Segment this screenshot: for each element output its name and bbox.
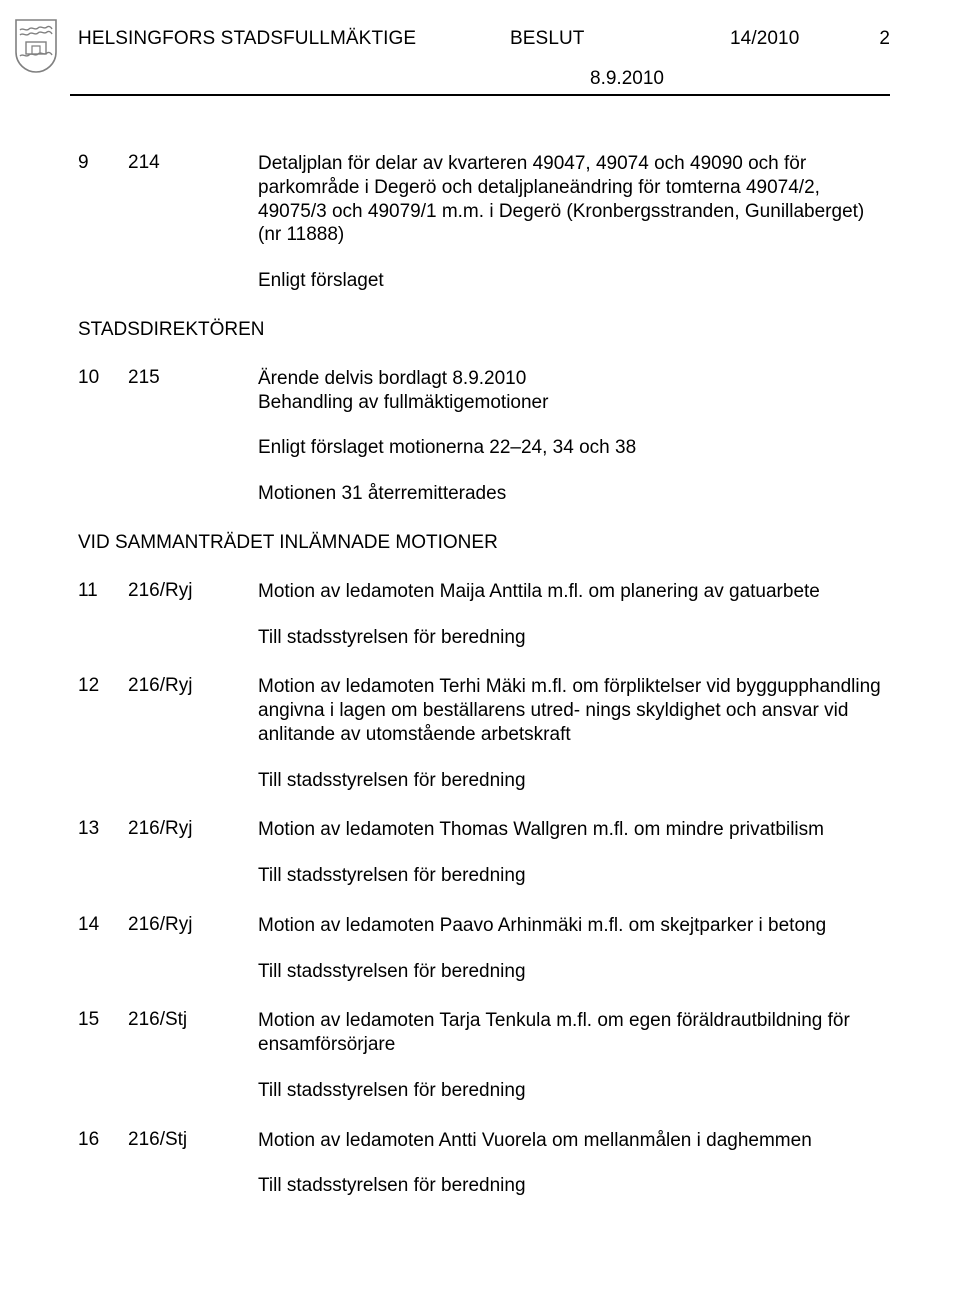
header-docnum: 14/2010	[730, 28, 860, 50]
header-doctype: BESLUT	[510, 28, 730, 50]
item-index: 12	[78, 675, 128, 697]
item-note: Till stadsstyrelsen för beredning	[258, 626, 890, 650]
item-index: 10	[78, 367, 128, 389]
item-note: Motionen 31 återremitterades	[258, 482, 890, 506]
item-note: Enligt förslaget motionerna 22–24, 34 oc…	[258, 436, 890, 460]
agenda-item: 10 215 Ärende delvis bordlagt 8.9.2010 B…	[78, 367, 890, 506]
agenda-item: 11 216/Ryj Motion av ledamoten Maija Ant…	[78, 580, 890, 650]
item-index: 14	[78, 914, 128, 936]
item-code: 216/Stj	[128, 1129, 258, 1151]
item-note: Till stadsstyrelsen för beredning	[258, 864, 890, 888]
item-code: 216/Ryj	[128, 580, 258, 602]
item-index: 15	[78, 1009, 128, 1031]
section-heading: STADSDIREKTÖREN	[78, 319, 890, 341]
item-body: Ärende delvis bordlagt 8.9.2010 Behandli…	[258, 367, 890, 415]
item-body: Motion av ledamoten Paavo Arhinmäki m.fl…	[258, 914, 890, 938]
header-date: 8.9.2010	[70, 50, 890, 90]
item-code: 214	[128, 152, 258, 174]
item-index: 11	[78, 580, 128, 602]
item-note: Till stadsstyrelsen för beredning	[258, 769, 890, 793]
content: 9 214 Detaljplan för delar av kvarteren …	[70, 96, 890, 1198]
item-note: Till stadsstyrelsen för beredning	[258, 960, 890, 984]
item-note: Enligt förslaget	[258, 269, 890, 293]
header-row: HELSINGFORS STADSFULLMÄKTIGE BESLUT 14/2…	[70, 28, 890, 50]
agenda-item: 12 216/Ryj Motion av ledamoten Terhi Mäk…	[78, 675, 890, 792]
item-body: Motion av ledamoten Tarja Tenkula m.fl. …	[258, 1009, 890, 1057]
header-pagenum: 2	[860, 28, 890, 50]
item-body: Motion av ledamoten Terhi Mäki m.fl. om …	[258, 675, 890, 746]
item-body: Motion av ledamoten Maija Anttila m.fl. …	[258, 580, 890, 604]
header-org: HELSINGFORS STADSFULLMÄKTIGE	[78, 28, 510, 50]
agenda-item: 9 214 Detaljplan för delar av kvarteren …	[78, 152, 890, 293]
item-note: Till stadsstyrelsen för beredning	[258, 1174, 890, 1198]
agenda-item: 15 216/Stj Motion av ledamoten Tarja Ten…	[78, 1009, 890, 1102]
item-index: 13	[78, 818, 128, 840]
item-code: 215	[128, 367, 258, 389]
agenda-item: 13 216/Ryj Motion av ledamoten Thomas Wa…	[78, 818, 890, 888]
section-heading: VID SAMMANTRÄDET INLÄMNADE MOTIONER	[78, 532, 890, 554]
item-body: Motion av ledamoten Antti Vuorela om mel…	[258, 1129, 890, 1153]
item-body: Detaljplan för delar av kvarteren 49047,…	[258, 152, 890, 247]
agenda-item: 14 216/Ryj Motion av ledamoten Paavo Arh…	[78, 914, 890, 984]
item-index: 16	[78, 1129, 128, 1151]
page: HELSINGFORS STADSFULLMÄKTIGE BESLUT 14/2…	[0, 0, 960, 1300]
item-body: Motion av ledamoten Thomas Wallgren m.fl…	[258, 818, 890, 842]
city-crest-icon	[14, 18, 58, 74]
item-code: 216/Ryj	[128, 675, 258, 697]
item-code: 216/Ryj	[128, 914, 258, 936]
item-code: 216/Ryj	[128, 818, 258, 840]
agenda-item: 16 216/Stj Motion av ledamoten Antti Vuo…	[78, 1129, 890, 1199]
item-code: 216/Stj	[128, 1009, 258, 1031]
item-index: 9	[78, 152, 128, 174]
item-note: Till stadsstyrelsen för beredning	[258, 1079, 890, 1103]
